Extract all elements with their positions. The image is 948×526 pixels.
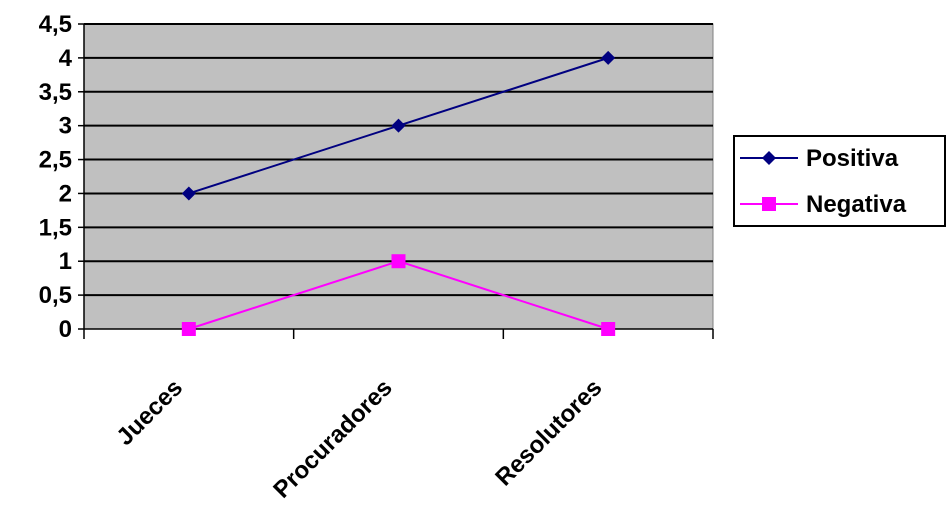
legend: Positiva Negativa xyxy=(733,135,946,227)
legend-marker xyxy=(762,197,776,211)
plot-area xyxy=(83,23,714,330)
y-tick-label: 0,5 xyxy=(39,282,72,309)
legend-marker xyxy=(762,151,776,165)
y-tick-label: 1 xyxy=(59,248,72,275)
legend-label: Negativa xyxy=(806,191,907,218)
y-tick-label: 0 xyxy=(59,316,72,343)
legend-label: Positiva xyxy=(806,145,899,172)
series-group xyxy=(181,50,616,336)
y-tick-label: 1,5 xyxy=(39,214,72,241)
y-tick-label: 2,5 xyxy=(39,147,72,174)
y-tick-label: 4 xyxy=(59,45,73,72)
y-tick-label: 3 xyxy=(59,113,72,140)
y-tick-label: 4,5 xyxy=(39,11,72,38)
x-tick-label: Resolutores xyxy=(490,374,607,491)
y-tick-label: 3,5 xyxy=(39,79,72,106)
data-point-positiva xyxy=(391,118,406,133)
x-tick-label: Procuradores xyxy=(268,374,397,503)
y-axis-ticks: 0 0,5 1 1,5 2 2,5 3 3,5 4 4,5 xyxy=(39,11,84,343)
data-point-positiva xyxy=(601,50,616,65)
data-point-positiva xyxy=(181,186,196,201)
x-axis-ticks: Jueces Procuradores Resolutores xyxy=(83,329,714,504)
data-point-negativa xyxy=(391,254,406,269)
data-point-negativa xyxy=(601,322,616,336)
data-point-negativa xyxy=(181,322,196,336)
y-tick-label: 2 xyxy=(59,180,72,207)
x-tick-label: Jueces xyxy=(111,374,188,451)
